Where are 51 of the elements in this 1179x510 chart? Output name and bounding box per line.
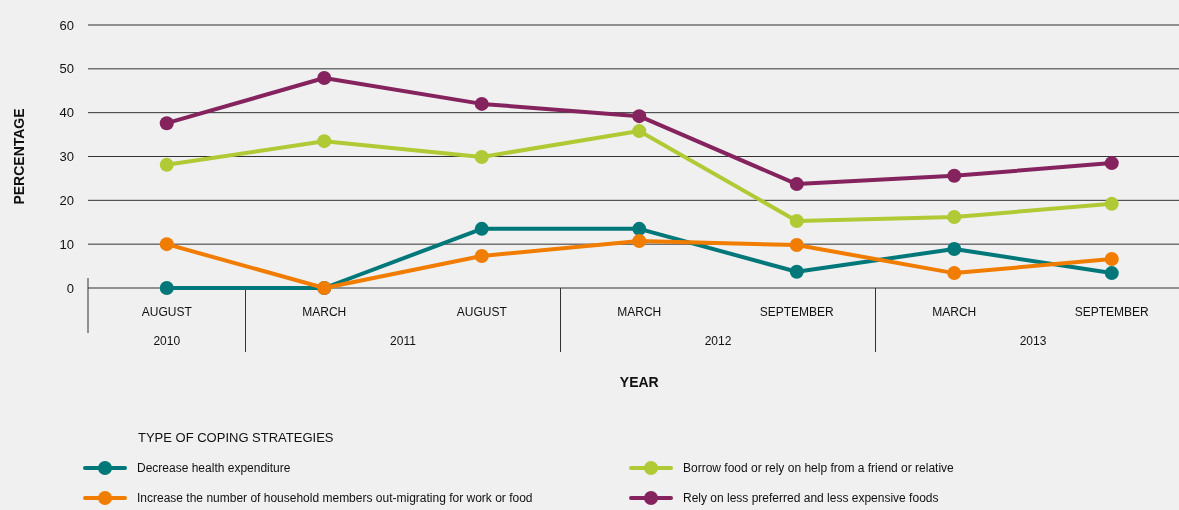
- point: [632, 124, 647, 139]
- y-tick-label: 60: [59, 17, 74, 33]
- y-tick-label: 30: [59, 149, 74, 165]
- y-tick-label: 10: [59, 236, 74, 252]
- legend-label: Borrow food or rely on help from a friend or relative: [683, 461, 955, 476]
- text: 2011: [390, 334, 417, 348]
- point: [474, 149, 489, 164]
- point: [474, 221, 489, 236]
- point: [632, 109, 647, 124]
- legend-label: Decrease health expenditure: [137, 461, 291, 476]
- point: [789, 213, 804, 228]
- y-tick-label: 20: [59, 192, 74, 208]
- y-tick-label: 0: [66, 280, 74, 296]
- point: [1104, 266, 1119, 281]
- point: [1104, 156, 1119, 171]
- y-tick-label: 50: [59, 61, 74, 77]
- point: [474, 249, 489, 263]
- point: [317, 134, 332, 149]
- x-tick-label: MARCH: [302, 305, 347, 319]
- legend-label: Increase the number of household members out-migrating for work or food: [137, 491, 533, 506]
- legend-title: TYPE OF COPING STRATEGIES: [138, 430, 334, 445]
- x-tick-label: MARCH: [932, 305, 977, 319]
- point: [159, 157, 174, 172]
- point: [159, 281, 174, 295]
- point: [1104, 196, 1119, 211]
- point: [789, 264, 804, 279]
- y-axis-title: PERCENTAGE: [11, 108, 27, 205]
- x-axis-title: YEAR: [619, 374, 659, 390]
- x-tick-label: AUGUST: [456, 305, 508, 319]
- point: [632, 221, 647, 236]
- x-tick-label: AUGUST: [141, 305, 193, 319]
- x-tick-label: SEPTEMBER: [1074, 305, 1150, 319]
- point: [947, 209, 962, 224]
- point: [1104, 252, 1119, 267]
- text: 2012: [704, 334, 732, 348]
- x-tick-label: SEPTEMBER: [759, 305, 835, 319]
- point: [159, 116, 174, 131]
- text: 2013: [1019, 334, 1047, 348]
- point: [789, 238, 804, 253]
- point: [947, 168, 962, 183]
- legend-label: Rely on less preferred and less expensive foods: [683, 491, 939, 506]
- text: 2010: [153, 334, 181, 348]
- y-tick-label: 40: [59, 105, 74, 121]
- point: [947, 241, 962, 256]
- point: [632, 234, 647, 249]
- point: [159, 237, 174, 252]
- point: [474, 96, 489, 111]
- point: [789, 177, 804, 192]
- point: [317, 71, 332, 86]
- x-tick-label: MARCH: [617, 305, 662, 319]
- point: [947, 266, 962, 281]
